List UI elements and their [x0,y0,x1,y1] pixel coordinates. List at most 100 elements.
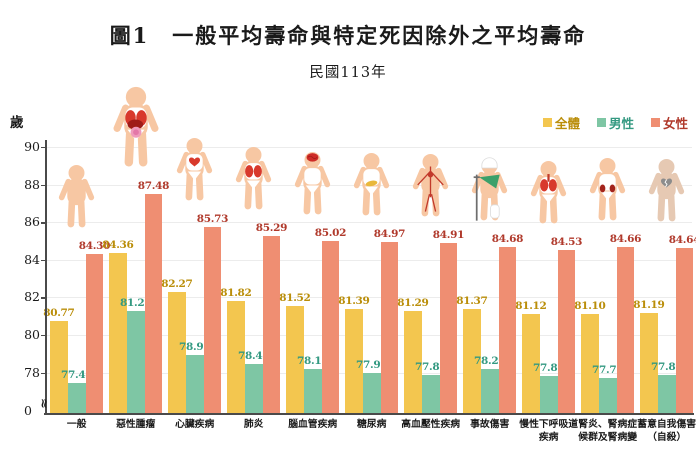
bar-value-label-male-11: 77.89 [650,360,683,373]
bar-value-label-total-2: 84.36 [102,239,134,251]
category-label-5: 腦血管疾病 [288,419,338,430]
y-tick-label: 82 [24,289,40,305]
broken-figure-icon [644,158,689,230]
bar-value-label-female-6: 84.97 [373,227,406,240]
bar-male-8 [480,368,499,413]
y-axis-line [45,140,47,414]
heart-figure-icon [172,137,217,209]
category-label-9: 慢性下呼吸道 疾病 [519,419,579,443]
y-zero-label: 0 [24,403,32,418]
bar-male-9 [539,375,558,413]
legend: 全體 男性 女性 [542,113,688,132]
bar-value-label-female-2: 87.48 [137,180,170,193]
legend-label-female: 女性 [662,116,688,131]
x-axis-line [44,413,694,415]
bar-male-10 [598,378,617,413]
legend-item-total: 全體 [542,113,580,132]
male-swatch-icon [596,118,606,127]
gridline [47,259,692,261]
category-label-11: 蓄意自我傷害 （自殺） [637,419,696,443]
gridline [47,297,692,299]
legend-item-female: 女性 [650,113,688,132]
bar-value-label-male-10: 77.71 [591,364,624,377]
bar-value-label-total-4: 81.82 [220,286,252,299]
category-label-2: 惡性腫瘤 [116,419,156,430]
bar-value-label-male-1: 77.42 [60,369,93,382]
kidneys-figure-icon [585,157,630,229]
axis-break-icon: ≈ [35,398,51,409]
bar-total-1 [50,320,68,413]
tumor-figure-icon [107,86,165,176]
gridline [47,222,692,224]
bar-male-2 [126,311,145,413]
bar-value-label-female-7: 84.91 [432,228,465,241]
bar-total-11 [640,312,658,413]
bar-value-label-female-11: 84.64 [668,233,696,246]
bar-value-label-female-9: 84.53 [550,235,583,248]
y-tick-label: 88 [24,176,40,192]
y-tick-label: 84 [24,251,40,267]
y-tick [41,297,46,299]
bar-total-4 [227,300,245,413]
female-swatch-icon [650,118,660,127]
pancreas-figure-icon [349,152,394,224]
category-label-10: 腎炎、腎病症 候群及腎病變 [578,419,638,443]
bar-value-label-total-5: 81.52 [279,292,311,305]
bar-value-label-total-7: 81.29 [397,296,429,309]
bar-value-label-total-6: 81.39 [338,294,370,307]
bar-total-3 [168,292,186,413]
y-axis-unit-label: 歲 [10,115,24,131]
bar-value-label-male-2: 81.26 [119,297,152,310]
bar-male-1 [67,383,86,413]
bar-female-6 [380,241,399,413]
vessels-figure-icon [408,153,453,225]
gridline [47,334,692,336]
bar-value-label-female-10: 84.66 [609,233,642,246]
brain-figure-icon [290,151,335,223]
bar-male-7 [421,375,440,413]
bar-male-5 [303,369,322,413]
bar-male-11 [657,374,676,413]
bar-male-4 [244,363,263,413]
bar-male-6 [362,372,381,413]
bar-total-7 [404,310,422,413]
bar-female-1 [85,254,104,413]
legend-item-male: 男性 [596,113,634,132]
y-tick-label: 78 [24,364,40,380]
lungs-figure-icon [231,146,276,218]
bar-value-label-male-3: 78.96 [178,340,211,353]
bar-total-10 [581,314,599,413]
bar-value-label-total-9: 81.12 [515,299,547,312]
chart-subtitle: 民國113年 [309,65,387,81]
category-label-4: 肺炎 [243,419,264,430]
legend-label-male: 男性 [608,116,634,131]
bar-female-11 [675,247,694,413]
bar-total-6 [345,308,363,413]
bar-female-3 [203,227,222,413]
category-label-1: 一般 [66,419,87,430]
bar-value-label-male-9: 77.83 [532,361,565,374]
y-tick [41,146,46,149]
y-tick [41,372,46,375]
category-label-6: 糖尿病 [356,419,387,430]
bar-total-5 [286,306,304,413]
bar-value-label-female-4: 85.29 [255,221,288,234]
y-tick [41,184,46,187]
total-swatch-icon [542,118,552,127]
bar-value-label-female-3: 85.73 [196,213,229,226]
bar-value-label-female-1: 84.30 [78,240,111,253]
bar-value-label-male-8: 78.20 [473,354,506,367]
bar-total-2 [109,253,127,413]
airways-figure-icon [526,160,571,232]
y-tick [41,334,46,337]
bar-value-label-total-1: 80.77 [43,306,75,319]
bar-female-4 [262,235,281,413]
y-tick [41,222,46,224]
y-tick-label: 80 [24,326,40,342]
bar-value-label-total-11: 81.19 [633,298,665,311]
bar-female-10 [616,247,635,413]
bar-female-2 [144,194,163,413]
bar-female-5 [321,240,340,413]
gridline [47,146,692,148]
